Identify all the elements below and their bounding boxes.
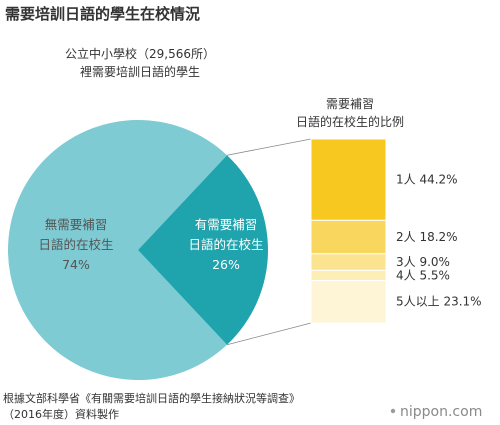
pie-slice-label-with-need-line1: 有需要補習 <box>195 217 258 232</box>
pie-slice-without-need <box>7 120 227 381</box>
source-note-line2: （2016年度）資料製作 <box>3 407 119 421</box>
bar-segment-label-1: 1人 44.2% <box>396 173 458 187</box>
pie-title-line1: 公立中小學校（29,566所） <box>65 46 215 61</box>
pie-title-line2: 裡需要培訓日語的學生 <box>80 64 200 79</box>
bar-segment-label-4: 4人 5.5% <box>396 268 450 282</box>
stacked-bar: 1人 44.2% 2人 18.2% 3人 9.0%4人 5.5% 5人以上 23.1% <box>310 138 482 324</box>
page-title: 需要培訓日語的學生在校情況 <box>5 5 200 23</box>
bar-segment-2 <box>310 219 387 255</box>
bar-segment-4 <box>310 269 387 281</box>
pie-slice-label-with-need-value: 26% <box>212 257 240 272</box>
source-note-line1: 根據文部科學省《有關需要培訓日語的學生接納狀況等調查》 <box>3 391 300 405</box>
pie-slice-label-without-need-line1: 無需要補習 <box>45 217 108 232</box>
bar-segment-5 <box>310 279 387 324</box>
brand-text: nippon.com <box>400 404 482 420</box>
connector-line-bottom <box>226 322 312 346</box>
bar-segment-label-3: 3人 9.0% <box>396 255 450 269</box>
pie-slice-label-without-need-value: 74% <box>62 257 90 272</box>
pie-slice-label-without-need-line2: 日語的在校生 <box>38 237 113 252</box>
pie-slice-with-need <box>138 155 268 345</box>
brand-dot-icon <box>390 408 396 414</box>
bar-segment-label-2: 2人 18.2% <box>396 230 458 244</box>
bar-title-line2: 日語的在校生的比例 <box>296 114 404 129</box>
pie-slice-label-with-need-line2: 日語的在校生 <box>188 237 263 252</box>
bar-title-line1: 需要補習 <box>326 97 374 111</box>
brand-logo: nippon.com <box>390 404 482 420</box>
connector-line-top <box>226 138 312 156</box>
bar-segment-label-5: 5人以上 23.1% <box>396 295 482 309</box>
connector-lines <box>226 138 312 346</box>
bar-segment-1 <box>310 138 387 221</box>
bar-segment-3 <box>310 253 387 271</box>
